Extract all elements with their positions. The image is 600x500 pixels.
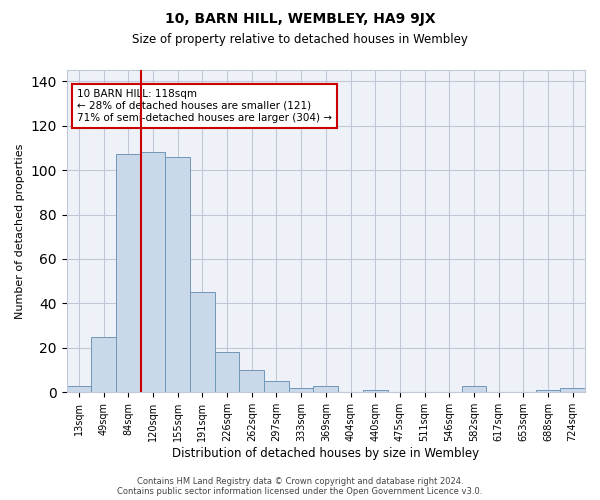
Bar xyxy=(190,292,215,392)
X-axis label: Distribution of detached houses by size in Wembley: Distribution of detached houses by size … xyxy=(172,447,479,460)
Y-axis label: Number of detached properties: Number of detached properties xyxy=(15,144,25,319)
Bar xyxy=(363,390,388,392)
Bar xyxy=(289,388,313,392)
Text: Size of property relative to detached houses in Wembley: Size of property relative to detached ho… xyxy=(132,32,468,46)
Text: 10 BARN HILL: 118sqm
← 28% of detached houses are smaller (121)
71% of semi-deta: 10 BARN HILL: 118sqm ← 28% of detached h… xyxy=(77,90,332,122)
Bar xyxy=(166,156,190,392)
Bar xyxy=(536,390,560,392)
Text: 10, BARN HILL, WEMBLEY, HA9 9JX: 10, BARN HILL, WEMBLEY, HA9 9JX xyxy=(164,12,436,26)
Bar xyxy=(461,386,486,392)
Text: Contains public sector information licensed under the Open Government Licence v3: Contains public sector information licen… xyxy=(118,488,482,496)
Bar xyxy=(141,152,166,392)
Text: Contains HM Land Registry data © Crown copyright and database right 2024.: Contains HM Land Registry data © Crown c… xyxy=(137,478,463,486)
Bar xyxy=(560,388,585,392)
Bar xyxy=(215,352,239,393)
Bar xyxy=(239,370,264,392)
Bar xyxy=(67,386,91,392)
Bar xyxy=(91,337,116,392)
Bar xyxy=(313,386,338,392)
Bar xyxy=(264,381,289,392)
Bar xyxy=(116,154,141,392)
